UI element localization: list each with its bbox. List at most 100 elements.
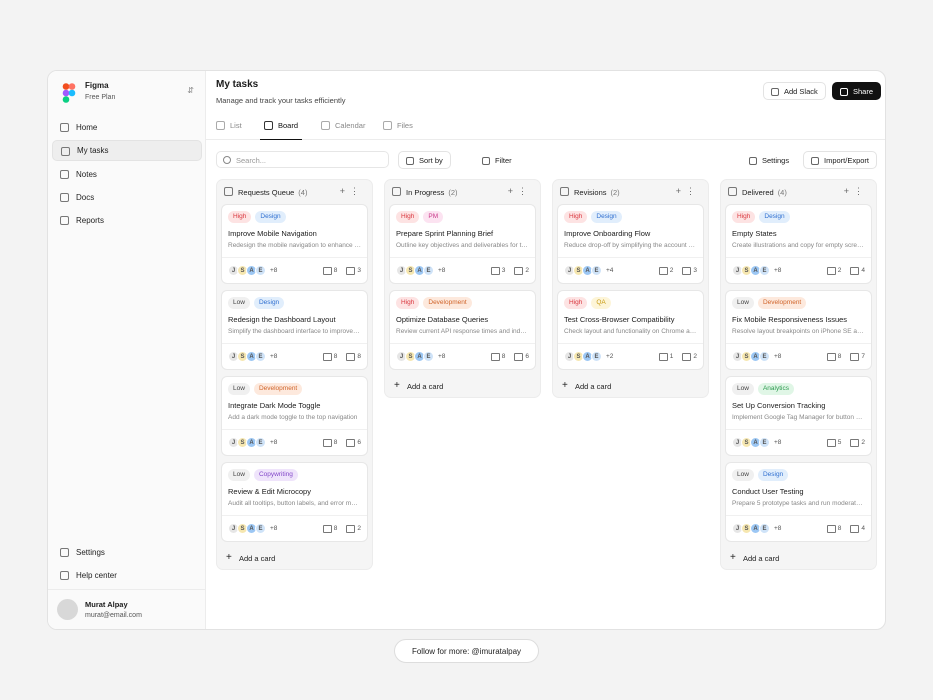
assignee-avatar: E [591,351,602,362]
card-title: Review & Edit Microcopy [228,487,311,496]
column-actions[interactable]: +⋮ [843,186,868,196]
priority-label: Low [732,297,754,309]
more-assignees: +8 [438,353,446,360]
card-footer: J S A E +8 3 2 [390,257,535,283]
import-export-button[interactable]: Import/Export [803,151,878,169]
card-title: Optimize Database Queries [396,315,489,324]
column-header: Revisions (2) +⋮ [557,180,704,204]
column-icon [392,187,401,196]
task-card[interactable]: Low Development Integrate Dark Mode Toggle… [221,376,368,456]
card-description: Create illustrations and copy for empty … [732,242,865,249]
nav-item[interactable]: Reports [52,210,202,231]
more-assignees: +8 [438,267,446,274]
column: Delivered (4) +⋮ High Design Empty States Crea… [720,179,877,570]
settings-button[interactable]: Settings [741,151,798,169]
task-card[interactable]: High Design Empty States Create illustratio… [725,204,872,284]
tab[interactable]: List [216,121,242,130]
nav-label: Docs [76,193,95,202]
category-label: Development [757,297,807,309]
column-count: (4) [777,187,787,197]
task-card[interactable]: High Development Optimize Database Queries… [389,290,536,370]
task-card[interactable]: Low Development Fix Mobile Responsiveness … [725,290,872,370]
nav-label: Reports [76,216,105,225]
task-card[interactable]: High Design Improve Onboarding Flow Reduce … [557,204,704,284]
add-card-button[interactable]: Add a card [389,376,536,391]
column-name: In Progress [406,187,445,197]
card-tags: High QA [564,297,697,309]
card-footer: J S A E +4 2 3 [558,257,703,283]
nav-label: My tasks [77,146,109,155]
category-label: Design [757,469,789,481]
column-icon [728,187,737,196]
card-description: Reduce drop-off by simplifying the accou… [564,242,697,249]
category-label: Design [591,211,622,223]
column-actions[interactable]: +⋮ [675,186,700,196]
tab[interactable]: Files [383,121,413,130]
priority-label: Low [732,383,754,395]
card-title: Integrate Dark Mode Toggle [228,401,321,410]
task-card[interactable]: Low Design Redesign the Dashboard Layout Si… [221,290,368,370]
card-footer: J S A E +8 8 7 [726,343,871,369]
card-tags: Low Copywriting [228,469,361,481]
card-description: Audit all tooltips, button labels, and e… [228,500,361,507]
assignee-avatar: E [255,437,266,448]
card-description: Check layout and functionality on Chrome… [564,328,697,335]
task-card[interactable]: High PM Prepare Sprint Planning Brief Outli… [389,204,536,284]
column-actions[interactable]: +⋮ [507,186,532,196]
add-card-button[interactable]: Add a card [221,548,368,563]
card-description: Review current API response times and in… [396,328,529,335]
more-assignees: +8 [774,353,782,360]
card-tags: Low Design [228,297,361,309]
tab[interactable]: Board [259,121,303,140]
follow-badge: Follow for more: @imuratalpay [394,639,539,663]
search-input[interactable]: Search... [216,151,389,168]
user-profile[interactable]: Murat Alpay murat@email.com [48,589,205,629]
task-card[interactable]: Low Analytics Set Up Conversion Tracking Im… [725,376,872,456]
nav-item[interactable]: Settings [52,542,202,563]
filter-button[interactable]: Filter [474,151,520,169]
sort-button[interactable]: Sort by [398,151,451,169]
nav-item[interactable]: My tasks [52,140,202,161]
task-card[interactable]: High Design Improve Mobile Navigation Redes… [221,204,368,284]
nav-item[interactable]: Home [52,117,202,138]
card-title: Improve Onboarding Flow [564,229,651,238]
link-count: 3 [682,267,697,275]
column-icon [224,187,233,196]
button-label: Sort by [419,155,443,165]
share-button[interactable]: Share [832,82,882,100]
tab-label: Board [278,121,299,130]
column: Requests Queue (4) +⋮ High Design Improve Mob… [216,179,373,570]
add-card-button[interactable]: Add a card [725,548,872,563]
nav-item[interactable]: Docs [52,187,202,208]
main: My tasks Manage and track your tasks eff… [206,71,885,629]
workspace-name: Figma [85,81,109,90]
tabs: List Board Calendar Files [206,116,885,140]
tab[interactable]: Calendar [321,121,365,130]
priority-label: Low [732,469,754,481]
column-actions[interactable]: +⋮ [339,186,364,196]
add-slack-button[interactable]: Add Slack [763,82,826,100]
task-card[interactable]: High QA Test Cross-Browser Compatibility Ch… [557,290,704,370]
column-name: Requests Queue [238,187,295,197]
link-count: 2 [850,439,865,447]
column: In Progress (2) +⋮ High PM Prepare Sprint Pla… [384,179,541,398]
assignee-avatar: E [255,351,266,362]
task-card[interactable]: Low Copywriting Review & Edit Microcopy Aud… [221,462,368,542]
category-label: Development [253,383,303,395]
task-card[interactable]: Low Design Conduct User Testing Prepare 5 p… [725,462,872,542]
card-footer: J S A E +8 2 4 [726,257,871,283]
category-label: Design [253,297,285,309]
nav-item[interactable]: Notes [52,164,202,185]
column: Revisions (2) +⋮ High Design Improve Onboardi… [552,179,709,398]
card-description: Redesign the mobile navigation to enhanc… [228,242,361,249]
workspace-logo [62,83,76,103]
workspace-switcher[interactable]: Figma Free Plan ⇵ [60,81,196,105]
column-count: (2) [448,187,458,197]
file-count: 8 [490,353,505,361]
add-card-button[interactable]: Add a card [557,376,704,391]
nav-item[interactable]: Help center [52,565,202,586]
